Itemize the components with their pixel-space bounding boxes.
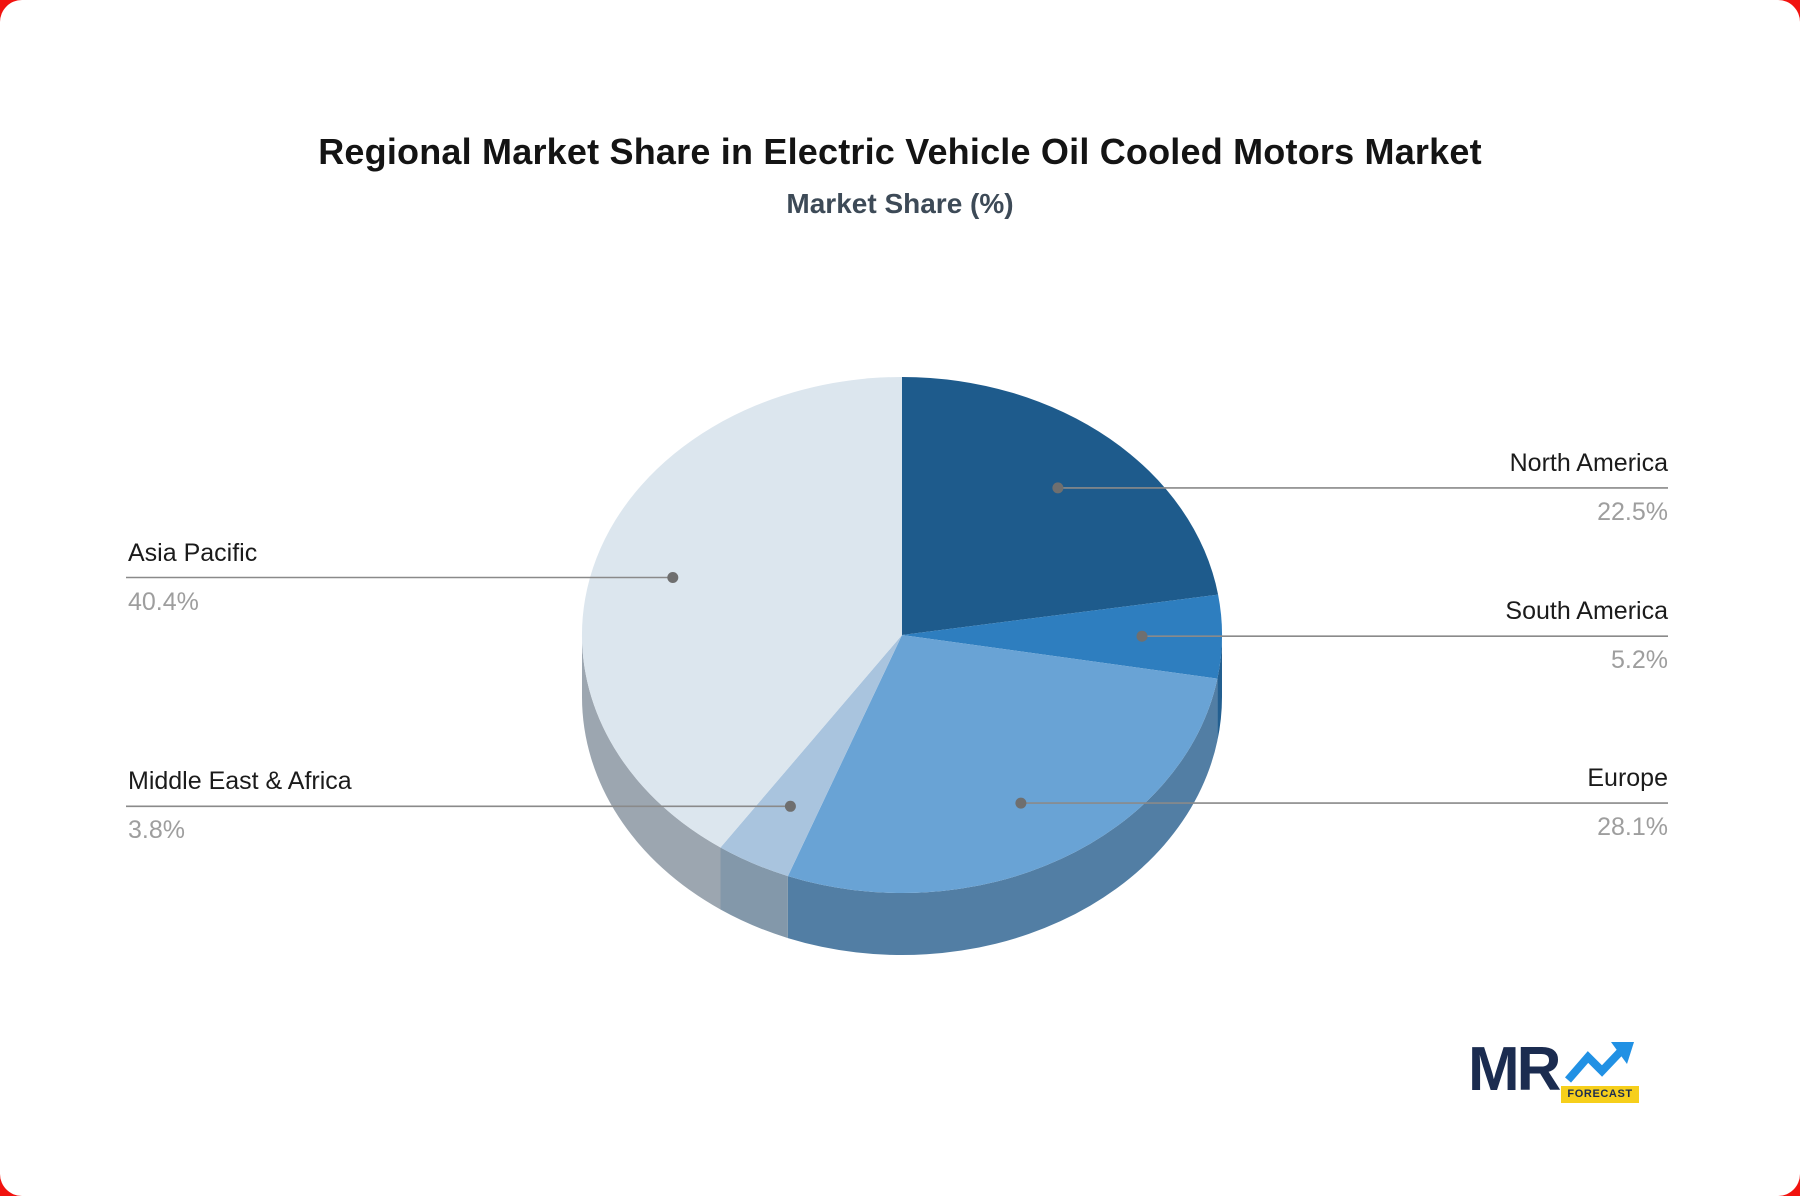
callout-label-middle-east-africa: Middle East & Africa bbox=[128, 767, 352, 795]
pie-slice-side-europe[interactable] bbox=[787, 678, 1218, 956]
leader-dot-europe bbox=[1015, 797, 1027, 809]
callout-value-south-america: 5.2% bbox=[1611, 646, 1668, 674]
chart-title: Regional Market Share in Electric Vehicl… bbox=[318, 131, 1482, 172]
logo-forecast-badge: FORECAST bbox=[1561, 1086, 1639, 1103]
callout-label-north-america: North America bbox=[1509, 449, 1668, 477]
mrforecast-logo: MR FORECAST bbox=[1468, 1036, 1639, 1103]
logo-mr-text: MR bbox=[1468, 1034, 1561, 1104]
leader-dot-south-america bbox=[1136, 630, 1148, 642]
callout-value-north-america: 22.5% bbox=[1597, 498, 1668, 526]
pie-slice-side-south-america[interactable] bbox=[1217, 635, 1222, 741]
callout-value-middle-east-africa: 3.8% bbox=[128, 816, 185, 844]
callout-label-south-america: South America bbox=[1505, 597, 1668, 625]
pie-slice-north-america[interactable] bbox=[902, 377, 1219, 635]
pie-slice-side-middle-east-africa[interactable] bbox=[720, 847, 788, 939]
callout-value-europe: 28.1% bbox=[1597, 813, 1668, 841]
callout-label-europe: Europe bbox=[1587, 764, 1668, 792]
leader-dot-north-america bbox=[1052, 482, 1064, 494]
chart-subtitle: Market Share (%) bbox=[786, 188, 1014, 219]
pie-slice-asia-pacific[interactable] bbox=[581, 377, 902, 848]
leader-dot-asia-pacific bbox=[667, 572, 679, 583]
callout-value-asia-pacific: 40.4% bbox=[128, 588, 199, 616]
pie-slice-middle-east-africa[interactable] bbox=[720, 635, 903, 877]
callout-label-asia-pacific: Asia Pacific bbox=[128, 539, 258, 567]
pie-slice-europe[interactable] bbox=[787, 635, 1218, 894]
pie-slice-south-america[interactable] bbox=[902, 594, 1223, 679]
leader-dot-middle-east-africa bbox=[784, 800, 796, 812]
pie-slice-side-asia-pacific[interactable] bbox=[582, 635, 721, 910]
logo-trend-arrow-icon bbox=[1565, 1042, 1635, 1083]
